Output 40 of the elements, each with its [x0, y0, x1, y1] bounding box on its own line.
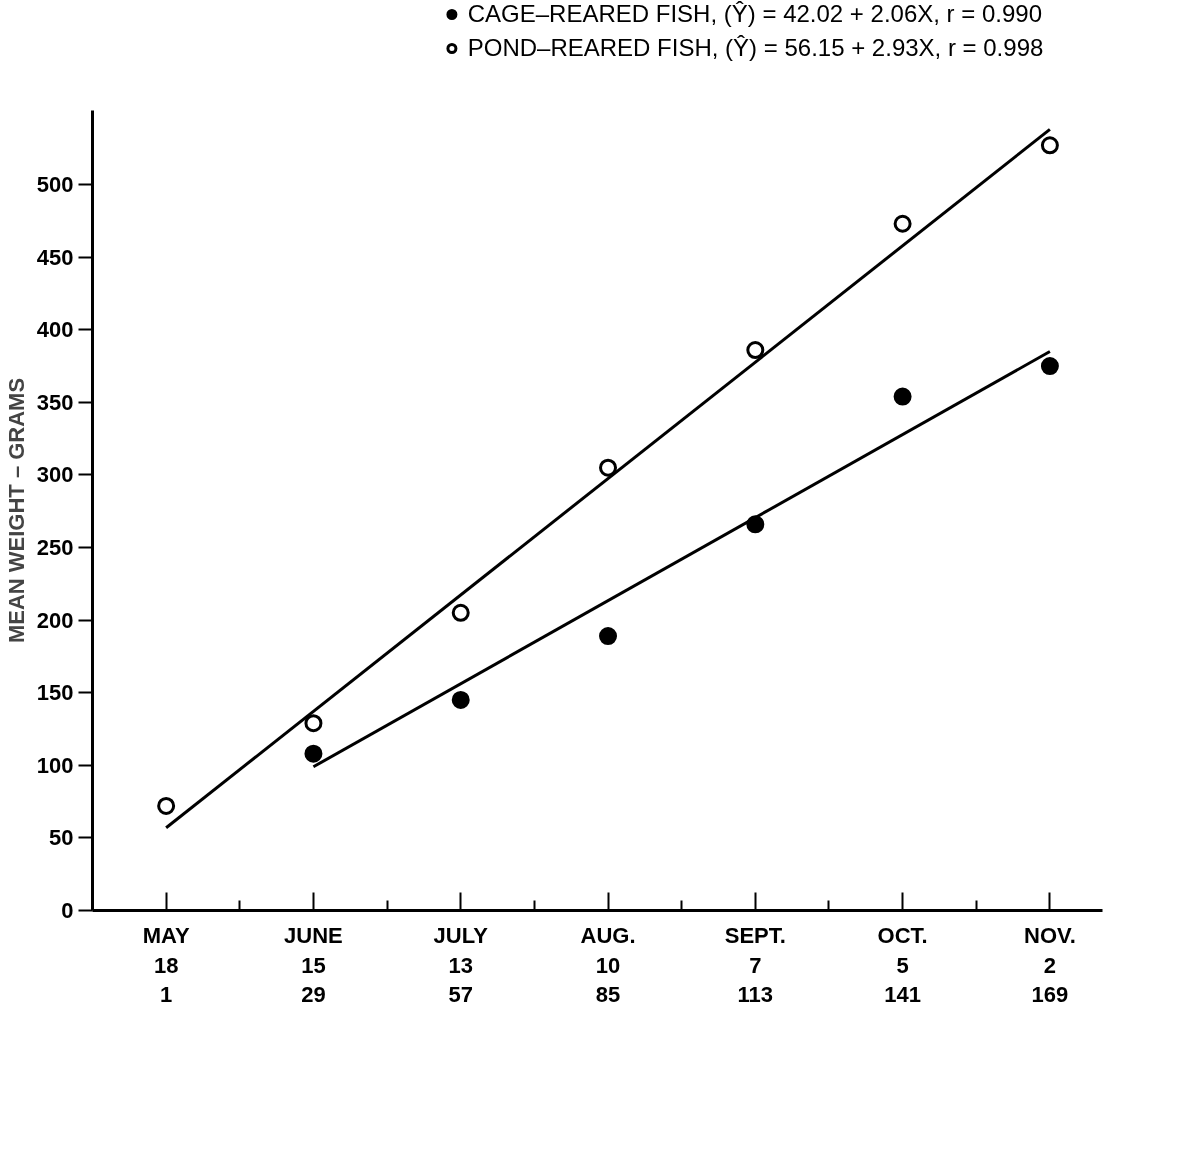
x2-tick-label: MAY 18	[142, 922, 190, 978]
y-tick-label: 200	[36, 607, 74, 633]
y-tick-label: 150	[36, 680, 74, 706]
point	[599, 627, 618, 646]
y-tick-label: 100	[36, 752, 74, 778]
y-tick-label: 0	[61, 898, 74, 923]
point	[599, 458, 618, 477]
x2-tick-label: AUG. 10	[580, 922, 636, 978]
point	[304, 714, 323, 733]
point	[746, 341, 765, 360]
y-tick-label: 300	[36, 462, 74, 488]
x-tick-label: 1	[160, 981, 173, 1007]
x2-tick-label: SEPT. 7	[724, 922, 786, 978]
x2-tick-label: JUNE 15	[284, 922, 343, 978]
point	[1040, 136, 1059, 155]
y-axis-title: MEAN WEIGHT – GRAMS	[3, 377, 29, 644]
y-tick-label: 350	[36, 389, 74, 415]
x-tick-label: 141	[884, 981, 921, 1007]
y-tick-label: 500	[36, 172, 74, 198]
y-tick-label: 450	[36, 244, 74, 270]
x2-tick-label: NOV. 2	[1024, 922, 1076, 978]
legend-label: POND–REARED FISH, (Ŷ) = 56.15 + 2.93X, r = 0.998	[467, 34, 1044, 62]
x2-tick-label: OCT. 5	[877, 922, 928, 978]
y-tick-label: 250	[36, 535, 74, 561]
point	[451, 690, 470, 709]
x2-tick-label: JULY 13	[433, 922, 489, 978]
point	[893, 387, 912, 406]
y-tick-label: 400	[36, 317, 74, 343]
point	[451, 603, 470, 622]
x-tick-label: 113	[737, 981, 774, 1007]
point	[893, 214, 912, 233]
point	[304, 744, 323, 763]
x-tick-label: 57	[448, 981, 473, 1007]
legend-label: CAGE–REARED FISH, (Ŷ) = 42.02 + 2.06X, r = 0.990	[467, 0, 1042, 28]
x-tick-label: 169	[1031, 981, 1069, 1007]
x-tick-label: 29	[301, 981, 326, 1007]
x-tick-label: 85	[595, 981, 621, 1007]
point	[157, 796, 176, 815]
point	[1040, 357, 1059, 376]
y-tick-label: 50	[49, 825, 74, 851]
